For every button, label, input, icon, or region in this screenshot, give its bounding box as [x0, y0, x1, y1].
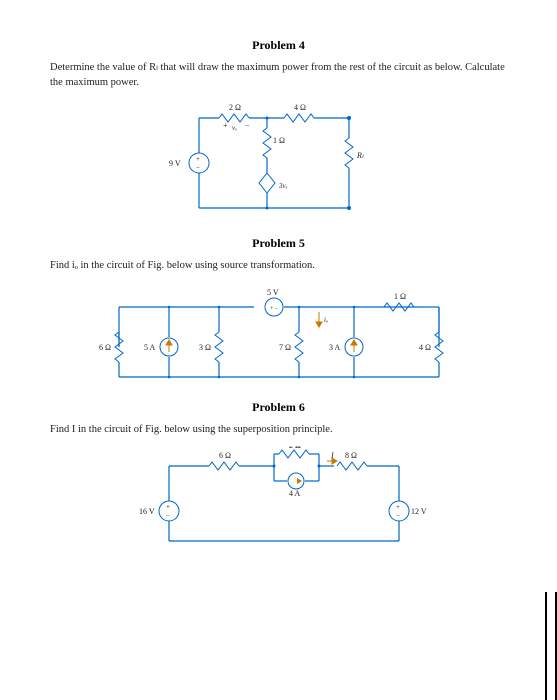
r-1ohm-p5: 1 Ω	[394, 292, 406, 301]
svg-text:−: −	[166, 512, 170, 520]
r-3ohm-p5: 3 Ω	[199, 343, 211, 352]
svg-text:−: −	[396, 512, 400, 520]
svg-text:+: +	[196, 155, 200, 163]
svg-text:+ −: + −	[270, 306, 279, 312]
svg-text:−: −	[196, 164, 200, 172]
r-4ohm-label: 4 Ω	[294, 103, 306, 112]
v-12v-label: 12 V	[411, 507, 427, 516]
r-6ohm-p6: 6 Ω	[219, 451, 231, 460]
problem-4-text: Determine the value of Rₗ that will draw…	[50, 61, 507, 90]
vx-label: vₓ	[232, 124, 237, 132]
svg-text:+: +	[396, 503, 400, 511]
i-4a-label: 4 A	[289, 489, 301, 498]
v-16v-label: 16 V	[139, 507, 155, 516]
vx-plus: +	[223, 121, 228, 130]
problem-4-circuit: 2 Ω + vₓ − 4 Ω 1 Ω 3vₓ + − 9 V Rₗ	[139, 98, 419, 228]
problem-5-title: Problem 5	[50, 236, 507, 251]
r-4ohm-p5: 4 Ω	[419, 343, 431, 352]
problem-5-circuit: + − 5 V 1 Ω iₒ 6 Ω 5 A 3 Ω 7 Ω	[89, 282, 469, 392]
r-1ohm-label: 1 Ω	[273, 136, 285, 145]
r-2ohm-label: 2 Ω	[229, 103, 241, 112]
problem-6-title: Problem 6	[50, 400, 507, 415]
io-label: iₒ	[324, 316, 328, 324]
i-3a-label: 3 A	[329, 343, 341, 352]
vx-minus: −	[245, 121, 250, 130]
problem-6-circuit: 6 Ω 2 Ω 4 A I 8 Ω + − 16 V + − 12 V	[119, 446, 439, 556]
i-5a-label: 5 A	[144, 343, 156, 352]
dep-source-label: 3vₓ	[278, 182, 288, 190]
r-6ohm-p5: 6 Ω	[99, 343, 111, 352]
problem-6-text: Find I in the circuit of Fig. below usin…	[50, 423, 507, 438]
page-content: Problem 4 Determine the value of Rₗ that…	[0, 0, 557, 592]
problem-5-text: Find iₒ in the circuit of Fig. below usi…	[50, 259, 507, 274]
r-8ohm-p6: 8 Ω	[345, 451, 357, 460]
r-7ohm-p5: 7 Ω	[279, 343, 291, 352]
svg-text:+: +	[166, 503, 170, 511]
source-9v-label: 9 V	[169, 159, 181, 168]
r-2ohm-p6: 2 Ω	[289, 446, 301, 450]
problem-4-title: Problem 4	[50, 38, 507, 53]
src-5v-label: 5 V	[267, 288, 279, 297]
rl-label: Rₗ	[356, 151, 364, 160]
